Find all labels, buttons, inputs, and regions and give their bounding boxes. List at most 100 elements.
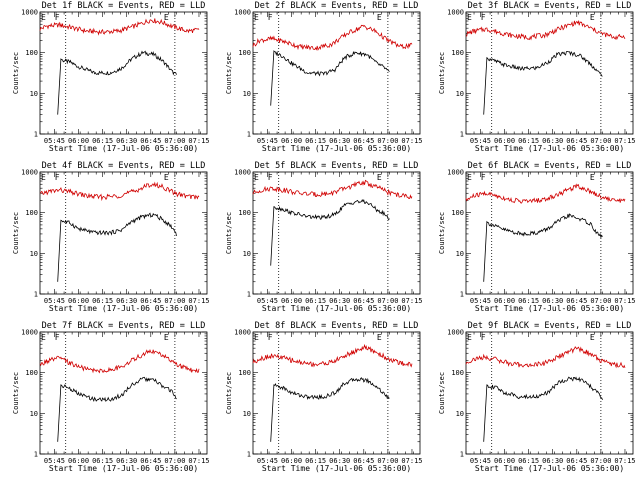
x-tick-label: 06:15 — [92, 297, 113, 305]
marker-label: F — [268, 333, 273, 342]
x-tick-label: 05:45 — [44, 137, 65, 145]
y-tick-label: 100 — [451, 369, 464, 377]
y-tick-label: 1000 — [21, 169, 38, 177]
plot-frame — [465, 11, 634, 135]
x-tick-label: 05:45 — [470, 457, 491, 465]
plot-frame — [252, 331, 421, 455]
x-tick-label: 06:00 — [494, 457, 515, 465]
x-tick-label: 07:15 — [614, 457, 635, 465]
plot-frame — [39, 11, 208, 135]
x-tick-label: 07:00 — [377, 137, 398, 145]
x-tick-label: 07:15 — [614, 297, 635, 305]
y-axis-label: Counts/sec — [12, 52, 20, 94]
x-tick-label: 07:15 — [401, 137, 422, 145]
marker-label: E — [41, 13, 46, 22]
x-tick-label: 06:45 — [353, 137, 374, 145]
y-axis-label: Counts/sec — [438, 212, 446, 254]
x-tick-label: 06:45 — [566, 457, 587, 465]
chart-panel-2: Det 2f BLACK = Events, RED = LLD 1 10 100 10… — [225, 1, 423, 153]
lld-series-line — [252, 343, 413, 368]
events-series-line — [483, 376, 603, 442]
y-tick-label: 10 — [30, 90, 38, 98]
marker-label: E — [254, 333, 259, 342]
y-tick-label: 10 — [456, 410, 464, 418]
panel-title: Det 6f BLACK = Events, RED = LLD — [468, 161, 632, 171]
x-tick-label: 05:45 — [257, 297, 278, 305]
y-tick-label: 1 — [34, 451, 38, 459]
x-tick-label: 06:15 — [518, 137, 539, 145]
y-tick-label: 1 — [460, 131, 464, 139]
x-tick-label: 05:45 — [44, 457, 65, 465]
x-tick-label: 06:45 — [140, 137, 161, 145]
y-axis-label: Counts/sec — [225, 212, 233, 254]
x-tick-label: 06:45 — [353, 457, 374, 465]
lld-series-line — [252, 24, 413, 51]
marker-label: E — [41, 333, 46, 342]
x-tick-label: 07:00 — [164, 457, 185, 465]
marker-label: E — [590, 173, 595, 182]
lld-series-line — [39, 18, 200, 36]
y-tick-label: 10 — [30, 250, 38, 258]
x-tick-label: 07:15 — [614, 137, 635, 145]
marker-label: E — [377, 173, 382, 182]
x-tick-label: 06:00 — [494, 137, 515, 145]
events-series-line — [483, 50, 603, 115]
x-axis-label: Start Time (17-Jul-06 05:36:00) — [49, 464, 198, 473]
x-tick-label: 07:15 — [401, 297, 422, 305]
x-axis-label: Start Time (17-Jul-06 05:36:00) — [475, 304, 624, 313]
marker-label: E — [164, 173, 169, 182]
x-axis-label: Start Time (17-Jul-06 05:36:00) — [262, 304, 411, 313]
x-tick-label: 06:15 — [305, 297, 326, 305]
x-tick-label: 07:00 — [377, 297, 398, 305]
marker-label: F — [268, 13, 273, 22]
chart-panel-1: Det 1f BLACK = Events, RED = LLD 1 10 100 10… — [12, 1, 210, 153]
x-tick-label: 06:00 — [68, 137, 89, 145]
x-tick-label: 06:15 — [305, 457, 326, 465]
marker-label: F — [55, 173, 60, 182]
x-tick-label: 07:00 — [590, 297, 611, 305]
marker-label: E — [41, 173, 46, 182]
x-tick-label: 07:00 — [377, 457, 398, 465]
x-tick-label: 06:15 — [92, 137, 113, 145]
y-tick-label: 100 — [25, 369, 38, 377]
marker-label: F — [481, 333, 486, 342]
x-tick-label: 05:45 — [470, 137, 491, 145]
y-tick-label: 1 — [460, 451, 464, 459]
x-tick-label: 07:00 — [164, 297, 185, 305]
x-tick-label: 06:00 — [494, 297, 515, 305]
panel-title: Det 7f BLACK = Events, RED = LLD — [42, 321, 206, 331]
panel-title: Det 2f BLACK = Events, RED = LLD — [255, 1, 419, 11]
x-tick-label: 06:15 — [518, 457, 539, 465]
x-tick-label: 06:00 — [281, 297, 302, 305]
y-tick-label: 1000 — [234, 9, 251, 17]
chart-panel-3: Det 3f BLACK = Events, RED = LLD 1 10 100 10… — [438, 1, 636, 153]
plot-frame — [39, 331, 208, 455]
chart-panel-9: Det 9f BLACK = Events, RED = LLD 1 10 100 10… — [438, 321, 636, 473]
y-axis-label: Counts/sec — [12, 372, 20, 414]
chart-panel-8: Det 8f BLACK = Events, RED = LLD 1 10 100 10… — [225, 321, 423, 473]
x-tick-label: 06:45 — [140, 457, 161, 465]
events-series-line — [270, 50, 390, 106]
x-tick-label: 07:15 — [401, 457, 422, 465]
y-tick-label: 100 — [238, 49, 251, 57]
y-tick-label: 1000 — [234, 169, 251, 177]
panel-title: Det 9f BLACK = Events, RED = LLD — [468, 321, 632, 331]
x-tick-label: 07:00 — [590, 457, 611, 465]
x-tick-label: 06:30 — [542, 297, 563, 305]
panel-title: Det 3f BLACK = Events, RED = LLD — [468, 1, 632, 11]
plot-frame — [252, 171, 421, 295]
y-tick-label: 1000 — [234, 329, 251, 337]
events-series-line — [57, 376, 177, 442]
events-series-line — [57, 50, 177, 115]
x-tick-label: 06:00 — [68, 457, 89, 465]
marker-label: F — [481, 173, 486, 182]
x-tick-label: 06:15 — [305, 137, 326, 145]
marker-label: E — [164, 333, 169, 342]
x-tick-label: 06:30 — [542, 457, 563, 465]
x-tick-label: 06:00 — [281, 457, 302, 465]
x-tick-label: 07:15 — [188, 457, 209, 465]
x-tick-label: 05:45 — [470, 297, 491, 305]
events-series-line — [270, 377, 390, 442]
y-tick-label: 100 — [25, 209, 38, 217]
x-tick-label: 07:00 — [590, 137, 611, 145]
